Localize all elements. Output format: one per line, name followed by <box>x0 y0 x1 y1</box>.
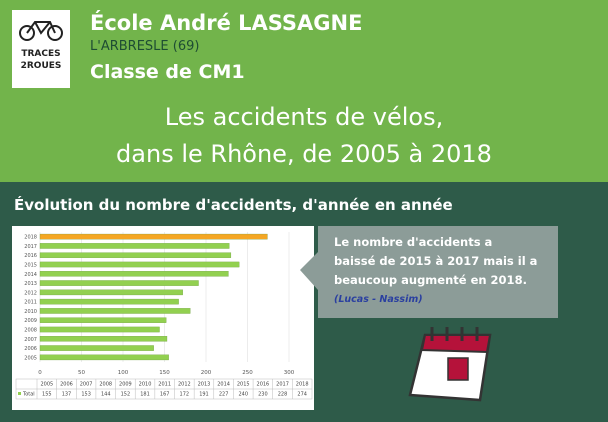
bar <box>39 326 160 333</box>
callout-text: baissé de 2015 à 2017 mais il a <box>334 254 537 268</box>
table-header: 2009 <box>119 382 132 388</box>
legend-swatch <box>18 392 21 395</box>
headline: Les accidents de vélos, <box>165 103 443 131</box>
y-tick-label: 2017 <box>24 244 37 250</box>
table-header: 2008 <box>99 382 112 388</box>
table-value: 181 <box>140 392 150 398</box>
bar <box>39 252 232 258</box>
table-value: 240 <box>238 392 248 398</box>
table-header: 2010 <box>139 382 152 388</box>
x-tick-label: 250 <box>242 370 253 376</box>
table-header: 2015 <box>237 382 250 388</box>
x-tick-label: 0 <box>38 370 42 376</box>
y-tick-label: 2006 <box>24 346 37 352</box>
bar <box>39 271 229 277</box>
bar <box>39 298 179 305</box>
table-header: 2017 <box>276 382 289 388</box>
callout-author: (Lucas - Nassim) <box>334 294 423 305</box>
y-tick-label: 2007 <box>24 337 37 343</box>
bar <box>39 243 230 249</box>
y-tick-label: 2010 <box>24 309 37 315</box>
logo-text: 2ROUES <box>21 61 62 71</box>
legend-label: Total <box>22 392 35 398</box>
bar <box>39 308 191 314</box>
table-header: 2014 <box>217 382 230 388</box>
table-header: 2013 <box>198 382 211 388</box>
callout-text: beaucoup augmenté en 2018. <box>334 273 527 287</box>
x-tick-label: 100 <box>118 370 129 376</box>
callout-text: Le nombre d'accidents a <box>334 235 492 249</box>
table-header: 2012 <box>178 382 191 388</box>
table-header: 2016 <box>257 382 270 388</box>
table-value: 227 <box>219 392 229 398</box>
y-tick-label: 2018 <box>24 235 37 241</box>
bar <box>39 233 268 240</box>
x-tick-label: 150 <box>159 370 170 376</box>
logo-text: TRACES <box>21 49 60 59</box>
class: Classe de CM1 <box>90 61 245 83</box>
table-value: 191 <box>199 392 209 398</box>
bar <box>39 354 169 361</box>
x-tick-label: 200 <box>201 370 212 376</box>
headline: dans le Rhône, de 2005 à 2018 <box>116 140 492 168</box>
table-value: 153 <box>81 392 91 398</box>
table-value: 172 <box>180 392 190 398</box>
y-tick-label: 2016 <box>24 253 37 259</box>
chart-title: Évolution du nombre d'accidents, d'année… <box>14 195 453 214</box>
table-header: 2006 <box>60 382 73 388</box>
table-value: 144 <box>101 392 111 398</box>
bike-icon <box>19 21 63 41</box>
bar <box>39 280 199 286</box>
school: École André LASSAGNE <box>90 10 362 35</box>
bar <box>39 261 240 268</box>
y-tick-label: 2011 <box>24 300 37 306</box>
y-tick-label: 2015 <box>24 263 37 269</box>
table-value: 137 <box>62 392 72 398</box>
y-tick-label: 2014 <box>24 272 37 278</box>
y-tick-label: 2005 <box>24 355 37 361</box>
table-value: 230 <box>258 392 268 398</box>
table-value: 274 <box>297 392 307 398</box>
table-value: 155 <box>42 392 52 398</box>
table-header: 2005 <box>40 382 53 388</box>
town: L'ARBRESLE (69) <box>90 39 199 54</box>
table-value: 167 <box>160 392 170 398</box>
bar <box>39 289 183 296</box>
top-band <box>0 0 608 182</box>
table-header: 2007 <box>80 382 93 388</box>
y-tick-label: 2013 <box>24 281 37 287</box>
calendar-icon <box>408 327 492 402</box>
table-value: 228 <box>278 392 288 398</box>
callout-box <box>300 226 558 318</box>
y-tick-label: 2009 <box>24 318 37 324</box>
bar <box>39 317 167 323</box>
y-tick-label: 2008 <box>24 328 37 334</box>
table-header: 2018 <box>296 382 309 388</box>
bar <box>39 336 168 342</box>
table-header: 2011 <box>158 382 171 388</box>
y-tick-label: 2012 <box>24 290 37 296</box>
bar <box>39 345 154 351</box>
x-tick-label: 50 <box>78 370 85 376</box>
x-tick-label: 300 <box>284 370 295 376</box>
table-value: 152 <box>121 392 131 398</box>
